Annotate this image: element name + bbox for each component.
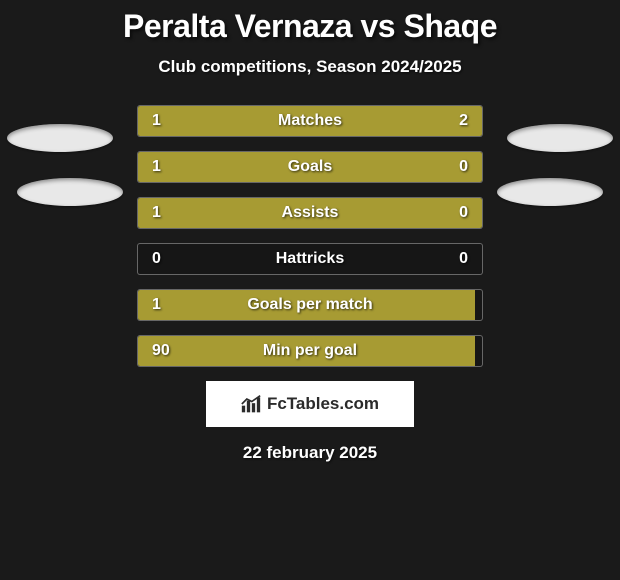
- stat-label: Matches: [138, 106, 482, 136]
- stat-row: 1Matches2: [137, 105, 483, 137]
- stat-label: Min per goal: [138, 336, 482, 366]
- stat-value-right: 0: [459, 198, 468, 228]
- subtitle: Club competitions, Season 2024/2025: [0, 57, 620, 77]
- stat-row: 1Goals per match: [137, 289, 483, 321]
- player-right-badge-top: [507, 124, 613, 152]
- stat-value-right: 0: [459, 152, 468, 182]
- player-left-badge-bottom: [17, 178, 123, 206]
- brand-badge: FcTables.com: [206, 381, 414, 427]
- date-text: 22 february 2025: [0, 443, 620, 463]
- stat-row: 0Hattricks0: [137, 243, 483, 275]
- player-left-badge-top: [7, 124, 113, 152]
- stat-label: Goals per match: [138, 290, 482, 320]
- brand-logo-icon: [241, 394, 261, 414]
- player-right-badge-bottom: [497, 178, 603, 206]
- stat-row: 1Goals0: [137, 151, 483, 183]
- stat-row: 90Min per goal: [137, 335, 483, 367]
- stat-row: 1Assists0: [137, 197, 483, 229]
- stat-label: Assists: [138, 198, 482, 228]
- stat-label: Hattricks: [138, 244, 482, 274]
- stat-value-right: 2: [459, 106, 468, 136]
- stat-value-right: 0: [459, 244, 468, 274]
- stat-label: Goals: [138, 152, 482, 182]
- page-title: Peralta Vernaza vs Shaqe: [0, 0, 620, 45]
- brand-text: FcTables.com: [267, 394, 379, 414]
